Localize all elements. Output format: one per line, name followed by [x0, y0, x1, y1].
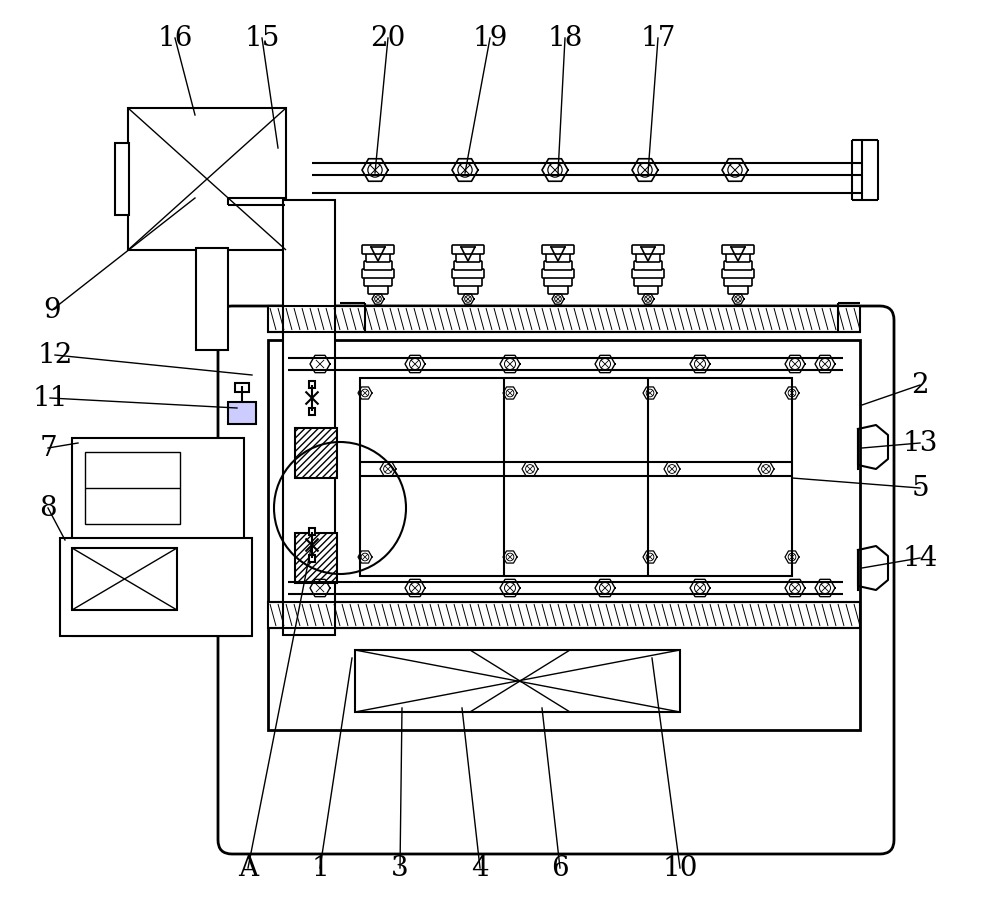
- FancyBboxPatch shape: [456, 253, 480, 262]
- Text: 3: 3: [391, 855, 409, 881]
- FancyBboxPatch shape: [632, 269, 664, 278]
- Text: 11: 11: [32, 384, 68, 412]
- Text: 18: 18: [547, 25, 583, 51]
- FancyBboxPatch shape: [544, 261, 572, 270]
- FancyBboxPatch shape: [544, 277, 572, 286]
- Text: 15: 15: [244, 25, 280, 51]
- Bar: [309, 528, 315, 535]
- FancyBboxPatch shape: [636, 253, 660, 262]
- Bar: [283, 200, 335, 635]
- FancyBboxPatch shape: [548, 285, 568, 294]
- FancyBboxPatch shape: [728, 285, 748, 294]
- FancyBboxPatch shape: [452, 245, 484, 254]
- Bar: [196, 248, 228, 350]
- Text: 14: 14: [902, 544, 938, 572]
- FancyBboxPatch shape: [634, 277, 662, 286]
- FancyBboxPatch shape: [722, 269, 754, 278]
- Bar: [268, 306, 860, 332]
- Bar: [115, 143, 129, 215]
- FancyBboxPatch shape: [458, 285, 478, 294]
- Text: 2: 2: [911, 372, 929, 398]
- Text: 7: 7: [39, 435, 57, 461]
- Text: 16: 16: [157, 25, 193, 51]
- Bar: [360, 378, 792, 576]
- FancyBboxPatch shape: [366, 253, 390, 262]
- FancyBboxPatch shape: [542, 269, 574, 278]
- Bar: [228, 402, 256, 424]
- Bar: [309, 555, 315, 562]
- Bar: [235, 383, 249, 392]
- FancyBboxPatch shape: [634, 261, 662, 270]
- Text: 4: 4: [471, 855, 489, 881]
- FancyBboxPatch shape: [362, 269, 394, 278]
- FancyBboxPatch shape: [368, 285, 388, 294]
- Text: 8: 8: [39, 495, 57, 521]
- FancyBboxPatch shape: [724, 261, 752, 270]
- Text: 12: 12: [37, 341, 73, 369]
- Bar: [309, 408, 315, 415]
- FancyBboxPatch shape: [724, 277, 752, 286]
- FancyBboxPatch shape: [218, 306, 894, 854]
- FancyBboxPatch shape: [454, 277, 482, 286]
- Text: 9: 9: [43, 297, 61, 323]
- FancyBboxPatch shape: [362, 245, 394, 254]
- FancyBboxPatch shape: [722, 245, 754, 254]
- Bar: [268, 602, 860, 628]
- Text: 10: 10: [662, 855, 698, 881]
- Text: A: A: [238, 855, 258, 881]
- Bar: [295, 533, 337, 583]
- Text: 19: 19: [472, 25, 508, 51]
- Bar: [128, 108, 286, 250]
- Text: 20: 20: [370, 25, 406, 51]
- Text: 5: 5: [911, 475, 929, 501]
- Bar: [60, 538, 252, 636]
- FancyBboxPatch shape: [546, 253, 570, 262]
- FancyBboxPatch shape: [726, 253, 750, 262]
- FancyBboxPatch shape: [454, 261, 482, 270]
- Text: 13: 13: [902, 429, 938, 456]
- FancyBboxPatch shape: [452, 269, 484, 278]
- FancyBboxPatch shape: [638, 285, 658, 294]
- FancyBboxPatch shape: [542, 245, 574, 254]
- Text: 6: 6: [551, 855, 569, 881]
- FancyBboxPatch shape: [632, 245, 664, 254]
- Bar: [85, 452, 180, 524]
- Bar: [72, 438, 244, 636]
- Bar: [295, 428, 337, 478]
- Bar: [268, 340, 860, 730]
- Text: 1: 1: [311, 855, 329, 881]
- Bar: [72, 548, 177, 610]
- Bar: [355, 650, 680, 712]
- Bar: [309, 381, 315, 388]
- Text: 17: 17: [640, 25, 676, 51]
- FancyBboxPatch shape: [364, 261, 392, 270]
- FancyBboxPatch shape: [364, 277, 392, 286]
